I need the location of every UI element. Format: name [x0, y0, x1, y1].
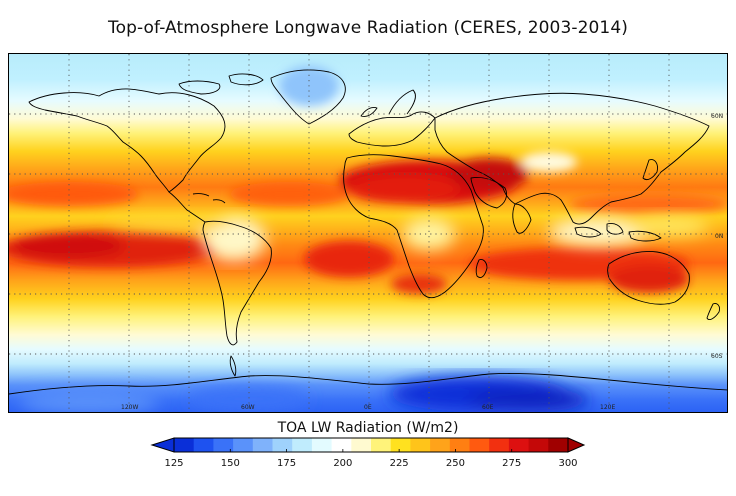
- colorbar-tick-label: 275: [502, 458, 521, 469]
- colorbar: 125 150 175 200 225 250 275 300: [150, 437, 586, 469]
- colorbar-cell: [311, 438, 332, 452]
- colorbar-frame: [173, 437, 569, 453]
- lon-label: 120W: [121, 404, 138, 411]
- colorbar-cell: [528, 438, 549, 452]
- colorbar-tick-label: 250: [446, 458, 465, 469]
- colorbar-cell: [292, 438, 313, 452]
- colorbar-tick-label: 175: [277, 458, 296, 469]
- convective-regions: [109, 216, 709, 261]
- colorbar-over-arrow: [567, 437, 586, 453]
- figure-title: Top-of-Atmosphere Longwave Radiation (CE…: [108, 18, 628, 38]
- lat-label: 60N: [711, 113, 723, 120]
- grid-labels: 120W 60W 0E 60E 120E 60N 0N 60S: [121, 113, 723, 411]
- lat-label: 60S: [711, 353, 723, 360]
- colorbar-tick-label: 200: [333, 458, 352, 469]
- colorbar-cell: [508, 438, 529, 452]
- colorbar-tick-label: 150: [221, 458, 240, 469]
- colorbar-cell: [371, 438, 392, 452]
- colorbar-cell: [548, 438, 569, 452]
- antarctic-cold: [19, 376, 589, 412]
- colorbar-cell: [331, 438, 352, 452]
- colorbar-cell: [390, 438, 411, 452]
- colorbar-cell: [174, 438, 195, 452]
- gridlines: [9, 54, 727, 412]
- colorbar-cell: [489, 438, 510, 452]
- colorbar-cell: [469, 438, 490, 452]
- colorbar-cell: [252, 438, 273, 452]
- colorbar-cell: [351, 438, 372, 452]
- lon-label: 60E: [482, 404, 494, 411]
- colorbar-tick-label: 300: [558, 458, 577, 469]
- map-svg: 120W 60W 0E 60E 120E 60N 0N 60S: [9, 54, 727, 412]
- lon-label: 120E: [600, 404, 615, 411]
- lon-label: 0E: [364, 404, 372, 411]
- lon-label: 60W: [241, 404, 255, 411]
- colorbar-cell: [213, 438, 234, 452]
- colorbar-under-arrow: [150, 437, 175, 453]
- colorbar-cell: [410, 438, 431, 452]
- colorbar-cell: [233, 438, 254, 452]
- colorbar-cell: [193, 438, 214, 452]
- colorbar-cells: [174, 438, 569, 452]
- colorbar-cell: [449, 438, 470, 452]
- colorbar-tick-label: 125: [164, 458, 183, 469]
- map-panel: 120W 60W 0E 60E 120E 60N 0N 60S: [8, 53, 728, 413]
- colorbar-cell: [272, 438, 293, 452]
- colorbar-ticks: 125 150 175 200 225 250 275 300: [164, 449, 578, 469]
- colorbar-cell: [430, 438, 451, 452]
- lat-label: 0N: [715, 233, 723, 240]
- colorbar-tick-label: 225: [390, 458, 409, 469]
- colorbar-title: TOA LW Radiation (W/m2): [277, 420, 459, 436]
